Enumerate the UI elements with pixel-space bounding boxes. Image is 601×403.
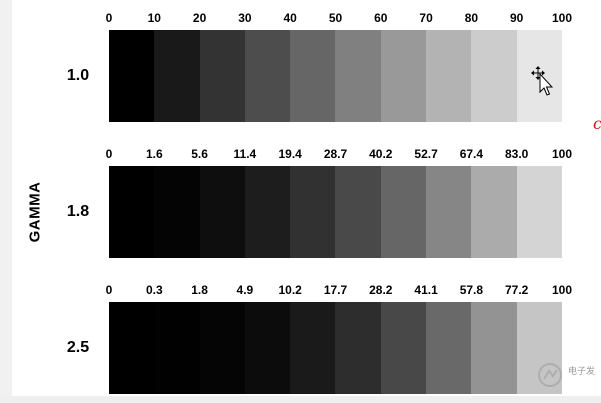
gray-patch [244, 166, 291, 258]
gamma-value-label: 2.5 [66, 339, 90, 356]
tick-label: 19.4 [278, 147, 302, 161]
tick-label: 60 [374, 11, 388, 25]
gray-patch [335, 30, 381, 122]
gray-patch [199, 30, 245, 122]
tick-label: 11.4 [233, 147, 257, 161]
tick-label: 0 [105, 11, 113, 25]
gray-patch [154, 166, 200, 258]
tick-label: 100 [551, 283, 573, 297]
tick-label: 90 [510, 11, 524, 25]
bottom-border [0, 396, 601, 403]
gamma-value-label: 1.8 [66, 203, 90, 220]
gray-patch [516, 166, 562, 258]
tick-label: 77.2 [505, 283, 529, 297]
gray-patch [154, 302, 200, 394]
gray-patch [199, 302, 245, 394]
tick-label: 30 [238, 11, 252, 25]
gray-patch [244, 30, 291, 122]
tick-label: 10.2 [278, 283, 302, 297]
watermark-logo [538, 363, 562, 387]
tick-label: 41.1 [414, 283, 438, 297]
tick-label: 57.8 [459, 283, 484, 297]
tick-label: 83.0 [505, 147, 529, 161]
gray-patch [109, 166, 155, 258]
tick-label: 10 [147, 11, 161, 25]
gray-patch [199, 166, 245, 258]
gray-patch [290, 30, 336, 122]
tick-labels: 0 10 20 30 40 50 60 70 80 90 100 [106, 10, 601, 26]
gray-patch [380, 302, 427, 394]
gray-patch [109, 30, 155, 122]
tick-label: 50 [328, 11, 343, 25]
gray-patch [471, 302, 517, 394]
tick-labels: 0 1.6 5.6 11.4 19.4 28.7 40.2 52.7 67.4 83.0 100 [106, 146, 601, 162]
tick-label: 28.7 [323, 147, 348, 161]
tick-label: 80 [464, 11, 479, 25]
gamma-value-label: 1.0 [66, 67, 90, 84]
tick-label: 17.7 [323, 283, 348, 297]
grayscale-strip [109, 166, 562, 258]
gray-patch [154, 30, 200, 122]
gray-patch [244, 302, 291, 394]
gray-patch [290, 166, 336, 258]
tick-label: 0 [105, 283, 113, 297]
gray-patch [471, 30, 517, 122]
tick-label: 0.3 [145, 283, 163, 297]
tick-label: 100 [551, 11, 573, 25]
tick-label: 28.2 [369, 283, 393, 297]
gray-patch [426, 30, 472, 122]
tick-label: 1.6 [145, 147, 163, 161]
gamma-axis-title: GAMMA [26, 181, 44, 243]
gray-patch [335, 302, 381, 394]
move-cursor-icon [531, 66, 553, 96]
gray-patch [516, 30, 562, 122]
left-border [0, 0, 12, 403]
gray-patch [380, 166, 427, 258]
tick-label: 1.8 [191, 283, 208, 297]
tick-label: 67.4 [459, 147, 484, 161]
tick-label: 20 [192, 11, 207, 25]
gray-patch [290, 302, 336, 394]
tick-label: 5.6 [191, 147, 208, 161]
gray-patch [109, 302, 155, 394]
tick-labels: 0 0.3 1.8 4.9 10.2 17.7 28.2 41.1 57.8 77.2 100 [106, 282, 601, 298]
gray-patch [426, 166, 472, 258]
tick-label: 0 [105, 147, 113, 161]
tick-label: 40.2 [369, 147, 393, 161]
watermark-text: 电子发 [568, 367, 596, 377]
gray-patch [335, 166, 381, 258]
tick-label: 40 [283, 11, 297, 25]
grayscale-strip [109, 30, 562, 122]
tick-label: 4.9 [236, 283, 254, 297]
tick-label: 100 [551, 147, 573, 161]
red-annotation-mark: c [593, 114, 601, 133]
tick-label: 70 [419, 11, 433, 25]
grayscale-strip [109, 302, 562, 394]
tick-label: 52.7 [414, 147, 438, 161]
gray-patch [471, 166, 517, 258]
gray-patch [426, 302, 472, 394]
gray-patch [380, 30, 427, 122]
